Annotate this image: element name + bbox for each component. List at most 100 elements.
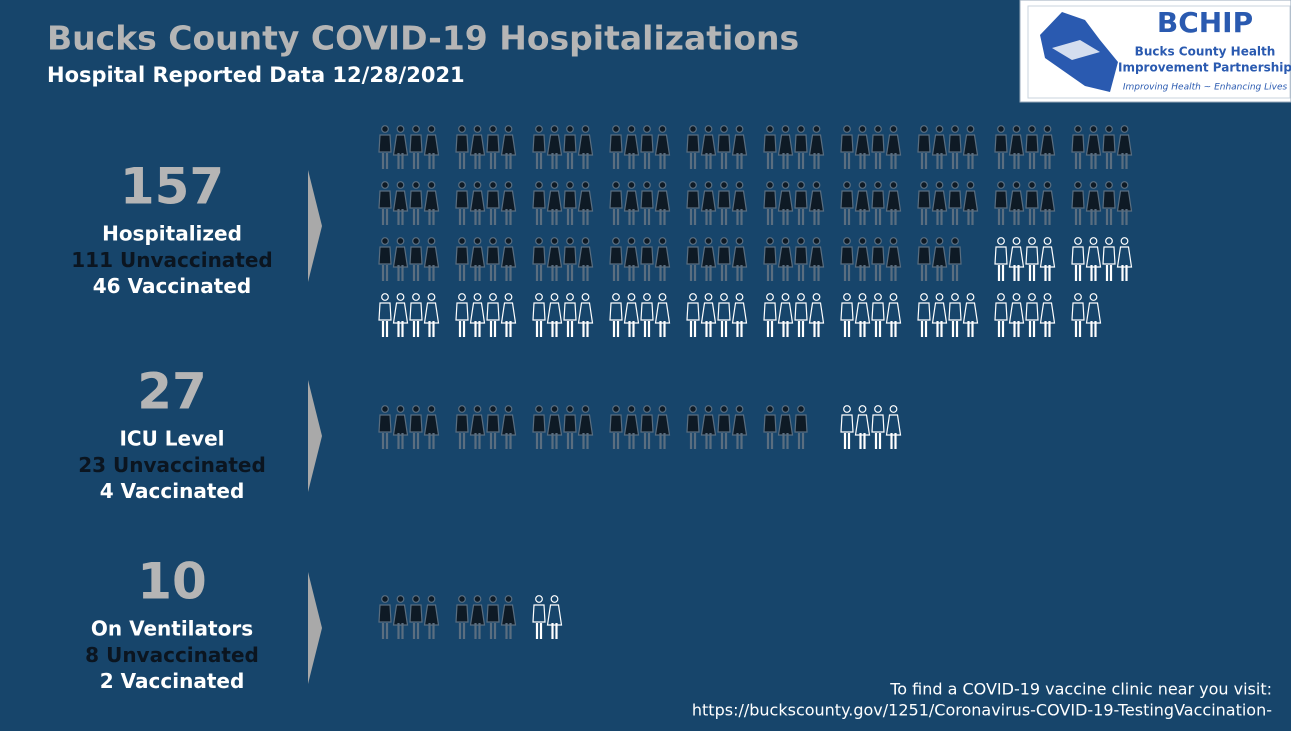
unvaccinated-icon (700, 125, 717, 169)
icon-legs (1044, 209, 1051, 225)
vaccinated-icon (1039, 293, 1056, 337)
unvaccinated-icon (546, 237, 563, 281)
logo-name: BCHIP (1157, 6, 1253, 39)
icon-head (489, 405, 497, 413)
icon-legs (628, 153, 635, 169)
unvaccinated-icon (763, 237, 777, 281)
icon-head (704, 293, 713, 301)
icon-legs (612, 265, 620, 281)
icon-head (781, 125, 790, 133)
icon-head (812, 237, 821, 245)
icon-body (577, 134, 594, 156)
icon-legs (874, 153, 882, 169)
icon-head (935, 125, 944, 133)
icon-legs (967, 153, 974, 169)
icon-legs (1105, 153, 1113, 169)
unvaccinated-icon (717, 405, 731, 449)
icon-legs (489, 265, 497, 281)
icon-body (700, 246, 717, 268)
unvaccinated-icon (546, 405, 563, 449)
icon-body (609, 134, 623, 153)
unvaccinated-icon (700, 181, 717, 225)
icon-head (1089, 237, 1098, 245)
icon-head (966, 125, 975, 133)
icon-body (1102, 190, 1116, 209)
icon-body (1116, 246, 1133, 268)
icon-head (566, 293, 574, 301)
icon-body (777, 302, 794, 324)
icon-body (409, 246, 423, 265)
icon-head (581, 181, 590, 189)
unvaccinated-icon (469, 181, 486, 225)
vaccinated-icon (1102, 237, 1116, 281)
icon-body (948, 302, 962, 321)
icon-legs (1090, 265, 1097, 281)
icon-body (423, 302, 440, 324)
icon-legs (843, 209, 851, 225)
unvaccinated-icon (654, 237, 671, 281)
icon-head (381, 293, 389, 301)
arrow (308, 170, 322, 282)
icon-legs (782, 209, 789, 225)
icon-body (1071, 246, 1085, 265)
icon-head (689, 293, 697, 301)
icon-legs (813, 153, 820, 169)
icon-legs (766, 153, 774, 169)
icon-legs (1028, 321, 1036, 337)
section-label: On Ventilators (91, 617, 253, 641)
icon-head (1074, 181, 1082, 189)
icon-legs (397, 623, 404, 639)
icon-body (777, 190, 794, 212)
icon-head (627, 405, 636, 413)
icon-legs (381, 433, 389, 449)
icon-head (704, 237, 713, 245)
icon-body (931, 302, 948, 324)
icon-legs (582, 153, 589, 169)
vaccinated-icon (378, 293, 392, 337)
icon-head (458, 125, 466, 133)
unvaccinated-icon (1039, 181, 1056, 225)
icon-legs (782, 433, 789, 449)
icon-body (486, 134, 500, 153)
icon-head (1043, 237, 1052, 245)
icon-legs (582, 321, 589, 337)
icon-legs (890, 265, 897, 281)
icon-legs (535, 623, 543, 639)
unvaccinated-icon (948, 237, 962, 281)
unvaccinated-icon (1071, 125, 1085, 169)
icon-head (997, 125, 1005, 133)
unvaccinated-label: Unvaccinated (120, 248, 273, 272)
icon-body (854, 190, 871, 212)
icon-body (500, 604, 517, 626)
icon-body (609, 414, 623, 433)
icon-head (858, 405, 867, 413)
icon-body (409, 604, 423, 623)
icon-head (766, 237, 774, 245)
icon-head (704, 405, 713, 413)
icon-head (781, 181, 790, 189)
icon-body (1102, 134, 1116, 153)
icon-head (951, 125, 959, 133)
icon-body (423, 246, 440, 268)
unvaccinated-icon (871, 237, 885, 281)
icon-legs (505, 153, 512, 169)
icon-body (1039, 190, 1056, 212)
unvaccinated-icon (640, 237, 654, 281)
icon-body (577, 246, 594, 268)
icon-body (1039, 246, 1056, 268)
icon-body (731, 134, 748, 156)
icon-head (858, 237, 867, 245)
vaccinated-icon (546, 293, 563, 337)
icon-legs (1028, 209, 1036, 225)
logo-line: Bucks County Health (1135, 45, 1276, 59)
icon-legs (582, 209, 589, 225)
icon-legs (566, 321, 574, 337)
icon-body (885, 134, 902, 156)
unvaccinated-icon (931, 237, 948, 281)
icon-legs (843, 265, 851, 281)
icon-head (1012, 293, 1021, 301)
unvaccinated-icon (717, 125, 731, 169)
icon-body (486, 414, 500, 433)
icon-head (858, 125, 867, 133)
